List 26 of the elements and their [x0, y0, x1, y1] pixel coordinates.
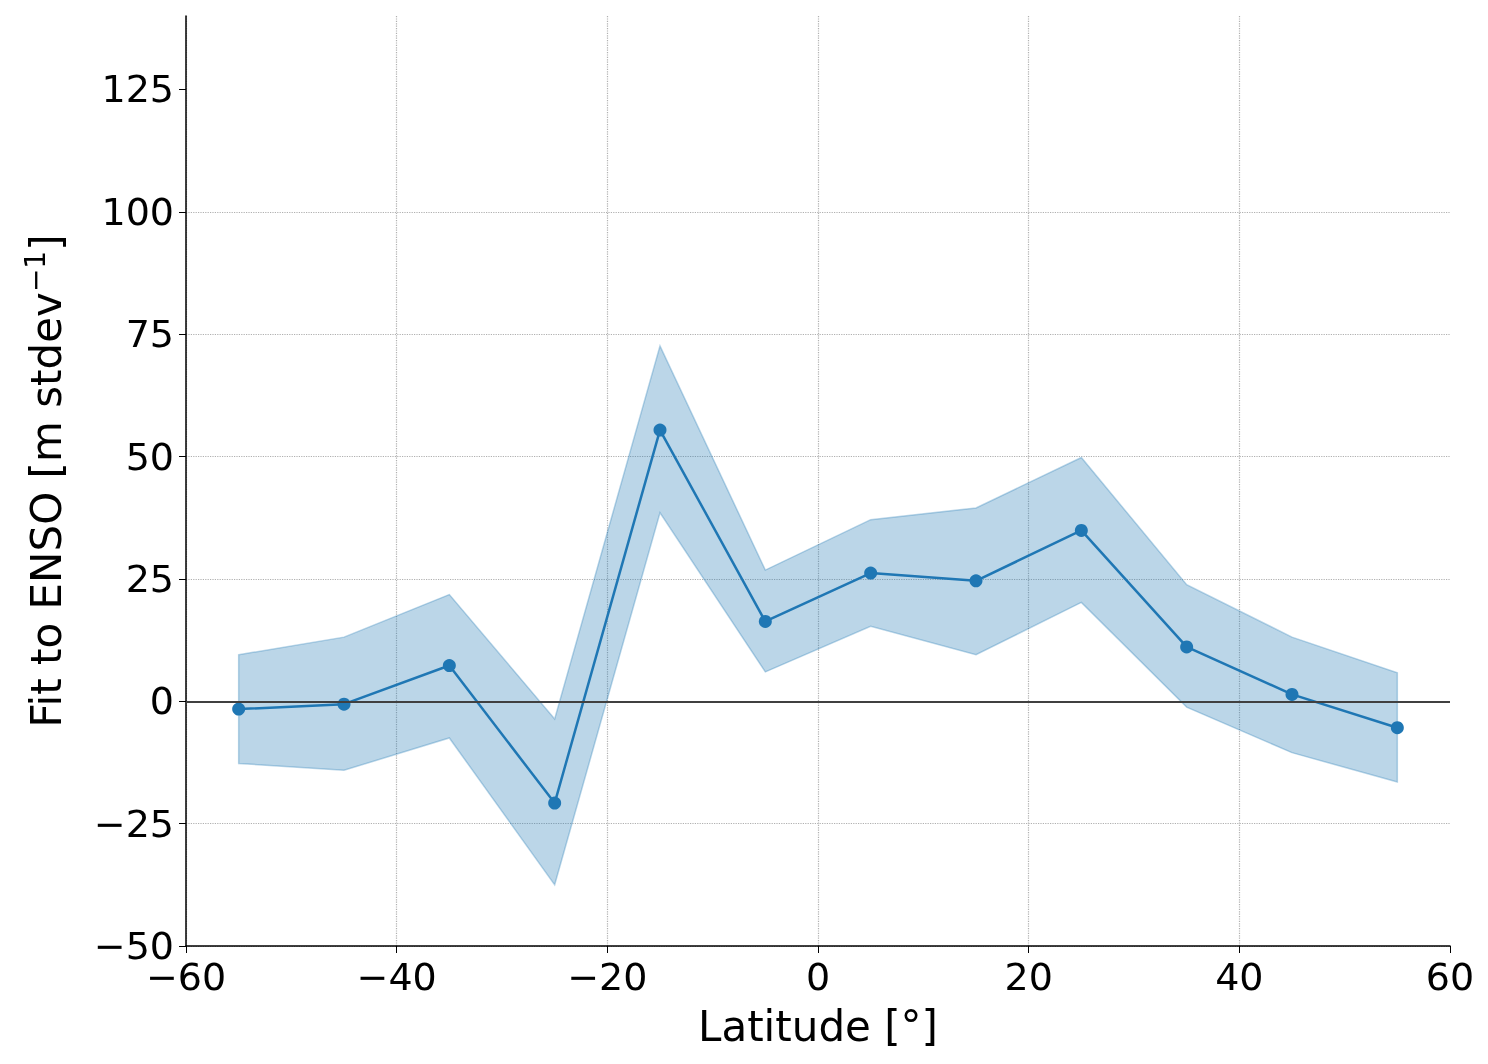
- y-tick-label: 50: [125, 434, 174, 479]
- point: [653, 423, 667, 437]
- x-tick-label: 20: [1004, 955, 1053, 999]
- point: [548, 796, 562, 810]
- y-axis-title: Fit to ENSO [m stdev−1]: [18, 234, 71, 728]
- point: [864, 566, 878, 580]
- point: [969, 574, 983, 588]
- x-tick-label: 40: [1215, 955, 1264, 999]
- x-axis-title: Latitude [°]: [698, 1001, 938, 1051]
- y-tick-label: −25: [93, 801, 174, 846]
- x-tick-label: 0: [805, 955, 831, 999]
- point: [442, 659, 456, 673]
- point: [758, 614, 772, 628]
- point: [1180, 640, 1194, 654]
- x-tick-label: 60: [1425, 955, 1475, 999]
- point: [1074, 523, 1088, 537]
- x-tick-label: −20: [567, 955, 648, 999]
- point: [1285, 687, 1299, 701]
- y-tick-label: 125: [101, 67, 174, 112]
- y-tick-label: 0: [149, 679, 174, 724]
- point: [1390, 721, 1404, 735]
- y-tick-label: 100: [101, 189, 174, 234]
- y-tick-label: 75: [125, 312, 174, 357]
- x-tick-label: −40: [356, 955, 437, 999]
- point: [232, 702, 246, 716]
- y-tick-label: 25: [125, 556, 174, 601]
